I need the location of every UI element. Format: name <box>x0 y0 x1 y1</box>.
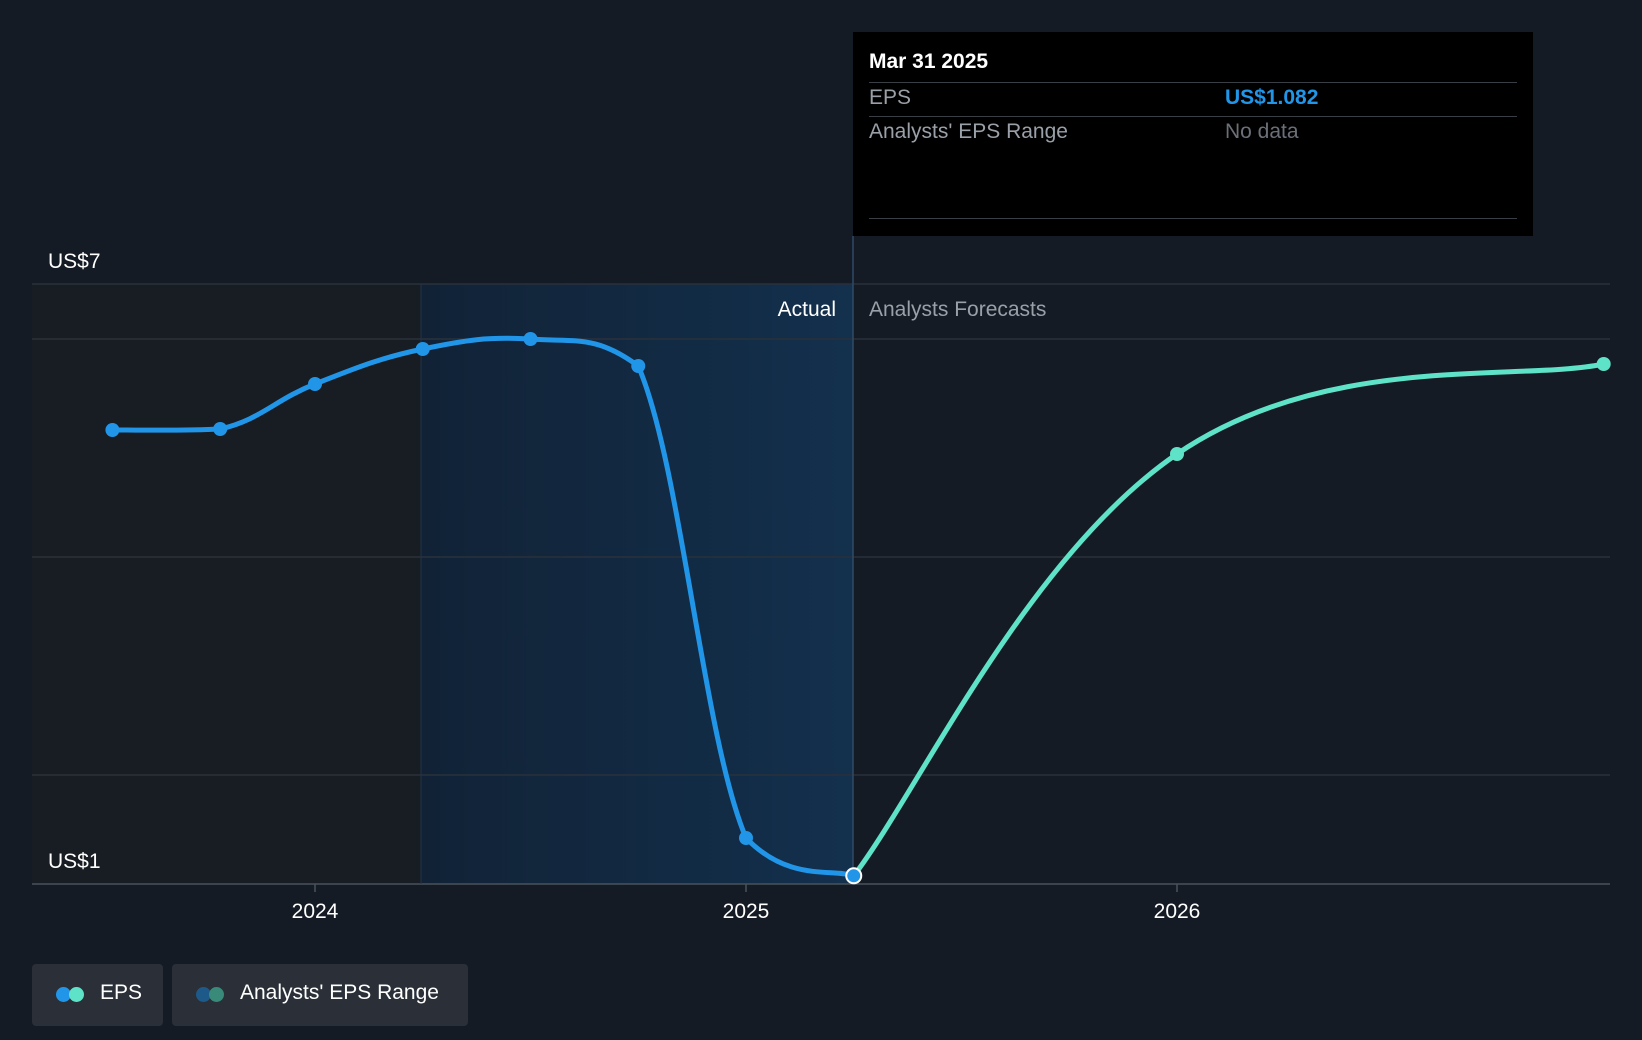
eps-actual-point <box>105 423 120 437</box>
eps-actual-point <box>415 342 430 356</box>
actual-region <box>421 284 853 884</box>
legend-eps[interactable]: EPS <box>32 964 163 1026</box>
eps-forecast-point <box>1596 357 1611 371</box>
eps-actual-point <box>631 359 646 373</box>
eps-forecast-dot-icon <box>69 987 84 1002</box>
tooltip-eps-label: EPS <box>869 86 912 109</box>
y-axis-label-top: US$7 <box>48 250 101 273</box>
forecast-region-label: Analysts Forecasts <box>869 298 1046 321</box>
x-tick-label: 2024 <box>292 900 339 923</box>
tooltip-eps-value: US$1.082 <box>1225 86 1319 109</box>
eps-actual-point <box>213 422 228 436</box>
legend-range-label: Analysts' EPS Range <box>240 981 439 1004</box>
eps-actual-point <box>523 332 538 346</box>
y-axis-label-bottom: US$1 <box>48 850 101 873</box>
legend-eps-label: EPS <box>100 981 143 1004</box>
eps-forecast-point <box>1170 447 1184 461</box>
tooltip-date: Mar 31 2025 <box>869 50 989 73</box>
x-tick-label: 2025 <box>723 900 770 923</box>
tooltip-divider <box>869 116 1517 117</box>
range-actual-dot-icon <box>196 987 211 1002</box>
x-tick-label: 2026 <box>1154 900 1201 923</box>
eps-forecast-line <box>851 361 1607 879</box>
tooltip-range-value: No data <box>1225 120 1299 143</box>
tooltip-range-label: Analysts' EPS Range <box>869 120 1068 143</box>
actual-region-label: Actual <box>778 298 836 321</box>
current-eps-point <box>845 867 863 885</box>
tooltip: Mar 31 2025 EPS US$1.082 Analysts' EPS R… <box>853 32 1533 236</box>
tooltip-divider <box>869 218 1517 219</box>
eps-actual-point <box>739 831 753 845</box>
past-background <box>32 284 421 884</box>
range-forecast-dot-icon <box>209 987 224 1002</box>
tooltip-divider <box>869 82 1517 83</box>
legend-eps-range[interactable]: Analysts' EPS Range <box>172 964 468 1026</box>
eps-actual-point <box>308 377 322 391</box>
eps-actual-dot-icon <box>56 987 71 1002</box>
